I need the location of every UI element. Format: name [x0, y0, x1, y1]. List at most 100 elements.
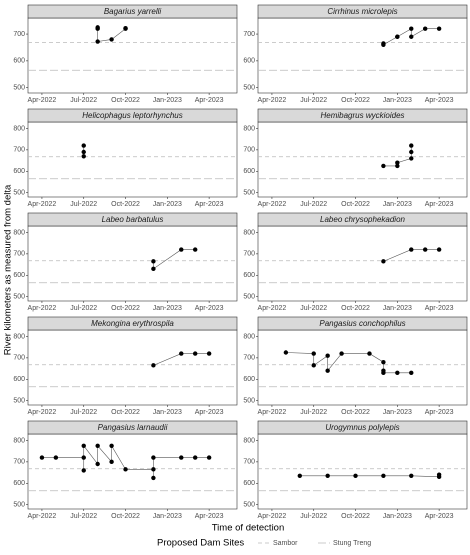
y-tick-label: 800 [243, 437, 255, 444]
detection-point [81, 443, 86, 448]
detection-point [409, 143, 414, 148]
x-tick-label: Jan-2023 [383, 305, 412, 312]
x-tick-label: Apr-2023 [425, 409, 454, 416]
detection-point [109, 443, 114, 448]
detection-point [367, 351, 372, 356]
detection-point [325, 473, 330, 478]
x-tick-label: Apr-2022 [28, 409, 57, 416]
strip [257, 420, 468, 435]
detection-point [53, 455, 59, 460]
y-tick-label: 800 [13, 125, 25, 132]
detection-point [39, 455, 45, 460]
panel-title: Mekongina erythrospila [91, 319, 174, 328]
strip [27, 212, 238, 227]
y-tick-label: 600 [243, 376, 255, 383]
x-tick-label: Oct-2022 [341, 97, 370, 104]
x-tick-label: Apr-2023 [425, 305, 454, 312]
x-tick-label: Apr-2022 [258, 513, 287, 520]
detection-point [423, 247, 428, 252]
panel-title: Cirrhinus microlepis [327, 7, 397, 16]
detection-point [311, 363, 316, 368]
detection-point [151, 266, 156, 272]
detection-point [423, 26, 428, 31]
detection-point [95, 26, 100, 31]
track-line [383, 249, 440, 262]
strip [27, 4, 238, 19]
detection-point [81, 149, 86, 155]
detection-point [151, 455, 156, 460]
x-tick-label: Apr-2022 [28, 305, 57, 312]
panel-title: Bagarius yarrelli [104, 7, 162, 16]
panel-background [27, 329, 238, 406]
detection-point [283, 350, 289, 355]
detection-point [123, 25, 128, 31]
detection-point [409, 473, 414, 478]
y-tick-label: 500 [13, 190, 25, 197]
y-tick-label: 700 [13, 459, 25, 466]
panel-background [27, 17, 238, 94]
legend-label: Stung Treng [333, 540, 371, 547]
y-tick-label: 600 [243, 272, 255, 279]
x-tick-label: Apr-2023 [195, 97, 224, 104]
track-line [153, 249, 196, 270]
detection-point [81, 143, 86, 148]
detection-point [81, 468, 86, 473]
y-tick-label: 700 [243, 459, 255, 466]
x-tick-label: Apr-2022 [28, 201, 57, 208]
y-tick-label: 800 [243, 333, 255, 340]
y-tick-label: 600 [243, 168, 255, 175]
y-tick-label: 500 [243, 398, 255, 405]
detection-point [325, 368, 330, 373]
panel-title: Helicophagus leptorhynchus [82, 111, 183, 120]
y-tick-label: 500 [243, 190, 255, 197]
y-tick-label: 600 [13, 58, 25, 65]
detection-point [395, 163, 400, 169]
strip [257, 108, 468, 123]
strip [257, 4, 468, 19]
detection-point [436, 26, 442, 31]
detection-point [206, 455, 212, 460]
y-tick-label: 800 [243, 125, 255, 132]
detection-point [151, 475, 156, 481]
detection-point [151, 363, 156, 368]
y-tick-label: 500 [243, 84, 255, 91]
y-tick-label: 700 [243, 355, 255, 362]
x-tick-label: Oct-2022 [111, 409, 140, 416]
panel-background [257, 121, 468, 198]
panel-background [257, 329, 468, 406]
detection-point [325, 353, 330, 358]
detection-point [179, 247, 184, 252]
x-tick-label: Jul-2022 [70, 97, 97, 104]
x-tick-label: Apr-2023 [195, 409, 224, 416]
x-tick-label: Oct-2022 [341, 409, 370, 416]
detection-point [353, 473, 358, 478]
detection-point [297, 473, 302, 478]
x-tick-label: Apr-2022 [258, 97, 287, 104]
y-axis-title: River kilometers as measured from delta [3, 184, 14, 355]
y-tick-label: 600 [243, 58, 255, 65]
x-tick-label: Oct-2022 [111, 305, 140, 312]
y-tick-label: 500 [13, 84, 25, 91]
x-tick-label: Jul-2022 [300, 97, 327, 104]
panel-background [27, 225, 238, 302]
x-tick-label: Jan-2023 [153, 97, 182, 104]
x-tick-label: Apr-2023 [425, 201, 454, 208]
detection-point [95, 443, 100, 448]
x-tick-label: Apr-2023 [425, 513, 454, 520]
strip [27, 316, 238, 331]
y-tick-label: 700 [13, 355, 25, 362]
x-tick-label: Oct-2022 [341, 201, 370, 208]
x-tick-label: Apr-2022 [258, 305, 287, 312]
y-tick-label: 600 [13, 168, 25, 175]
detection-point [206, 351, 212, 356]
legend-label: Sambor [273, 540, 298, 547]
detection-point [179, 455, 184, 460]
detection-point [81, 455, 86, 460]
y-tick-label: 600 [13, 480, 25, 487]
y-tick-label: 700 [13, 251, 25, 258]
detection-point [193, 455, 198, 460]
x-tick-label: Oct-2022 [111, 513, 140, 520]
panel-title: Labeo chrysophekadion [320, 215, 406, 224]
panel-background [27, 121, 238, 198]
